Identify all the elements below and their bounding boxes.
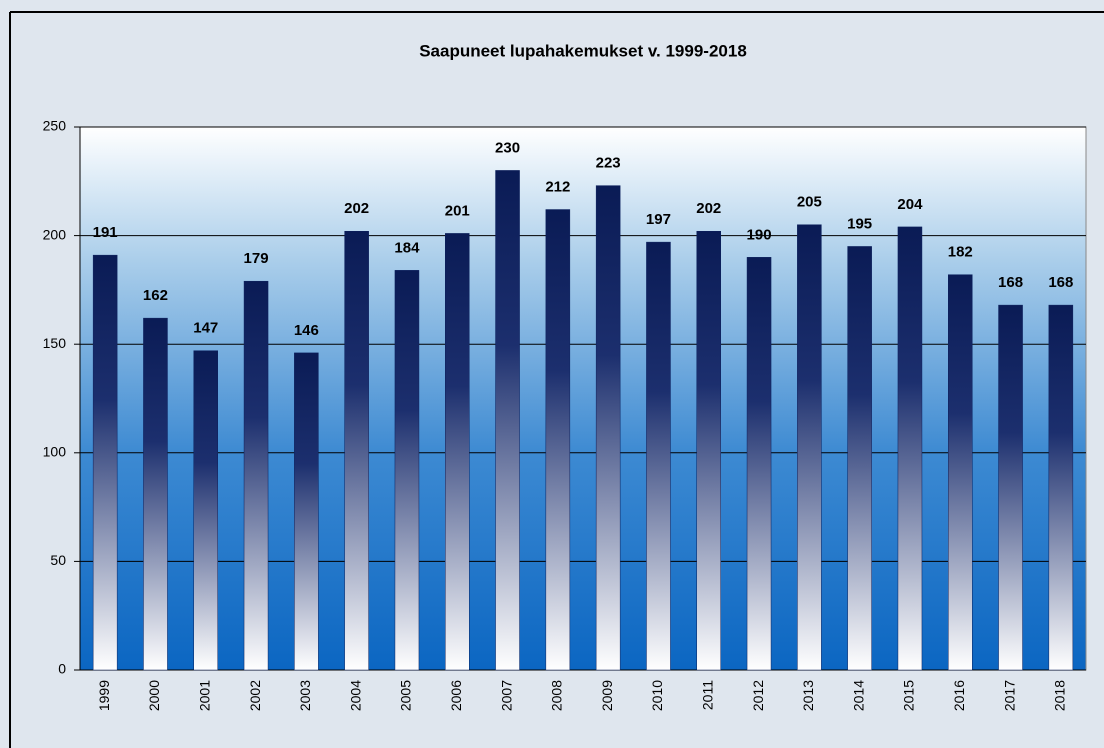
bar bbox=[193, 350, 218, 671]
y-tick-label: 200 bbox=[43, 226, 67, 242]
data-label: 201 bbox=[445, 202, 470, 219]
y-tick-label: 150 bbox=[43, 335, 67, 351]
data-label: 212 bbox=[545, 179, 570, 196]
x-tick-label: 2013 bbox=[800, 680, 816, 711]
data-label: 184 bbox=[394, 239, 420, 256]
bar bbox=[92, 254, 118, 671]
bar bbox=[948, 274, 973, 671]
bar bbox=[344, 231, 369, 671]
bar bbox=[746, 257, 772, 671]
x-tick-label: 2011 bbox=[699, 680, 715, 710]
data-label: 205 bbox=[797, 194, 822, 211]
bar bbox=[243, 280, 269, 671]
data-label: 190 bbox=[747, 226, 772, 243]
bar bbox=[545, 209, 571, 671]
data-label: 146 bbox=[294, 322, 319, 339]
bar bbox=[1048, 304, 1074, 671]
data-label: 182 bbox=[948, 244, 973, 261]
bar bbox=[897, 226, 923, 671]
data-label: 202 bbox=[344, 200, 369, 217]
x-tick-label: 2005 bbox=[398, 680, 414, 711]
x-tick-label: 2016 bbox=[951, 680, 967, 711]
x-tick-label: 2006 bbox=[448, 680, 464, 711]
x-tick-label: 2018 bbox=[1052, 680, 1068, 711]
bar bbox=[696, 231, 721, 671]
data-label: 147 bbox=[193, 320, 218, 337]
x-tick-label: 2003 bbox=[297, 680, 313, 711]
y-tick-label: 50 bbox=[50, 552, 66, 568]
data-label: 204 bbox=[897, 196, 923, 213]
bar bbox=[495, 170, 520, 671]
y-tick-label: 0 bbox=[58, 661, 66, 677]
bar bbox=[646, 241, 671, 671]
x-tick-label: 2012 bbox=[750, 680, 766, 711]
x-tick-label: 1999 bbox=[96, 680, 112, 711]
bar bbox=[394, 270, 420, 671]
x-tick-label: 2007 bbox=[498, 680, 514, 711]
x-tick-label: 2015 bbox=[901, 680, 917, 711]
data-label: 179 bbox=[244, 250, 269, 267]
bar bbox=[294, 352, 319, 671]
data-label: 223 bbox=[596, 155, 621, 172]
bar bbox=[847, 246, 872, 671]
plot-area bbox=[79, 126, 1087, 671]
x-tick-label: 2004 bbox=[347, 680, 363, 711]
data-label: 168 bbox=[1048, 274, 1073, 291]
y-tick-label: 100 bbox=[43, 444, 67, 460]
bar bbox=[595, 185, 621, 671]
data-label: 202 bbox=[696, 200, 721, 217]
x-tick-label: 2017 bbox=[1001, 680, 1017, 711]
bar bbox=[797, 224, 822, 671]
data-label: 195 bbox=[847, 215, 872, 232]
data-label: 230 bbox=[495, 139, 520, 156]
bar bbox=[998, 304, 1023, 671]
data-label: 191 bbox=[93, 224, 118, 241]
x-tick-label: 2008 bbox=[549, 680, 565, 711]
bar bbox=[143, 317, 168, 671]
data-label: 162 bbox=[143, 287, 168, 304]
data-label: 197 bbox=[646, 211, 671, 228]
x-tick-label: 2009 bbox=[599, 680, 615, 711]
chart-title: Saapuneet lupahakemukset v. 1999-2018 bbox=[419, 41, 747, 60]
bar bbox=[445, 233, 470, 671]
x-tick-label: 2002 bbox=[247, 680, 263, 711]
data-label: 168 bbox=[998, 274, 1023, 291]
x-tick-label: 2010 bbox=[649, 680, 665, 711]
x-tick-label: 2014 bbox=[850, 680, 866, 711]
y-tick-label: 250 bbox=[43, 118, 67, 134]
x-tick-label: 2001 bbox=[196, 680, 212, 711]
x-tick-label: 2000 bbox=[146, 680, 162, 711]
